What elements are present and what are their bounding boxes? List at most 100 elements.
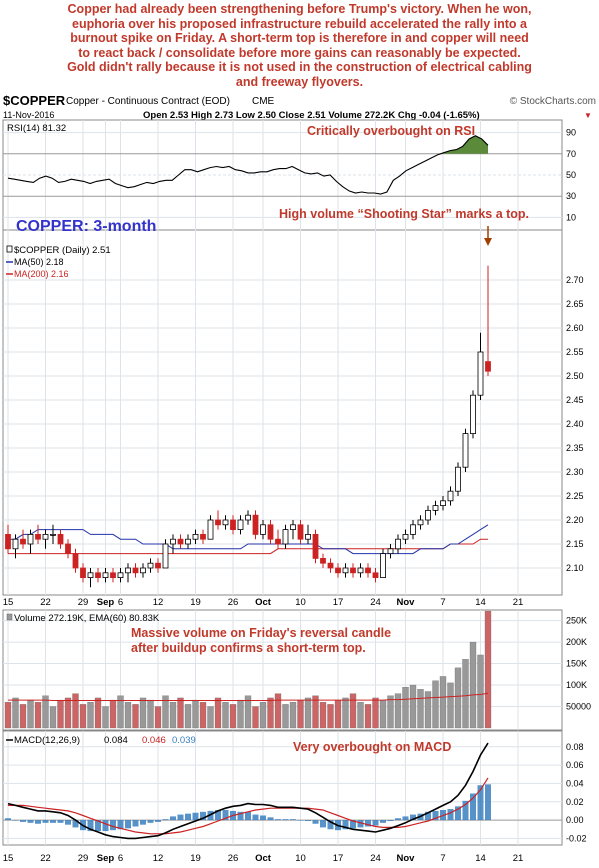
volume-bar	[462, 659, 469, 729]
macd-legend: MACD(12,26,9)	[14, 735, 80, 746]
volume-bar	[289, 702, 297, 729]
volume-annotation-line2: after buildup confirms a short-term top.	[131, 641, 366, 655]
macd-histogram-bar	[447, 809, 454, 821]
price-legend-swatch	[6, 245, 13, 253]
volume-bar	[349, 693, 357, 729]
price-tick-label: 2.50	[566, 371, 584, 381]
macd-histogram-bar	[357, 820, 364, 828]
macd-tick-label: 0.02	[566, 797, 584, 807]
candle-body	[57, 534, 64, 545]
volume-bar	[214, 697, 222, 729]
volume-bar	[282, 704, 289, 729]
macd-histogram-bar	[155, 820, 161, 822]
macd-histogram-bar	[410, 814, 416, 821]
chart-symbol: $COPPER	[3, 93, 66, 108]
macd-histogram-bar	[57, 820, 64, 823]
ma200-legend: MA(200) 2.16	[14, 269, 69, 279]
candle-body	[80, 567, 86, 579]
candle-body	[485, 361, 491, 372]
volume-bar	[207, 706, 214, 729]
macd-histogram-bar	[245, 811, 251, 821]
candle-body	[72, 553, 79, 569]
chart-title: COPPER: 3-month	[16, 218, 156, 235]
signal-legend-value: 0.046	[142, 735, 166, 746]
macd-histogram-bar	[477, 785, 484, 821]
volume-bar	[27, 699, 34, 729]
caption: Copper had already been strengthening be…	[0, 2, 599, 89]
x-tick-label: 26	[228, 597, 239, 608]
macd-histogram-bar	[177, 814, 184, 821]
candle-body	[455, 466, 461, 492]
volume-bar	[94, 697, 102, 729]
price-tick-label: 2.60	[566, 323, 584, 333]
volume-bar	[357, 702, 364, 729]
watermark: © StockCharts.com	[510, 96, 596, 107]
macd-histogram-bar	[260, 815, 266, 821]
macd-histogram-bar	[35, 820, 41, 824]
x-tick-label: 15	[3, 853, 14, 864]
candle-body	[207, 519, 214, 540]
macd-histogram-bar	[207, 810, 214, 821]
candle-body	[470, 394, 476, 435]
candle-body	[365, 567, 371, 574]
caption-line: euphoria over his proposed infrastructur…	[72, 16, 527, 31]
candle-body	[312, 534, 319, 559]
volume-bar	[469, 641, 477, 729]
volume-bar	[304, 697, 312, 729]
volume-tick-label: 100K	[566, 680, 587, 690]
volume-bar	[184, 704, 192, 729]
volume-bar	[57, 699, 64, 729]
price-tick-label: 2.40	[566, 419, 584, 429]
volume-bar	[447, 682, 454, 729]
candle-body	[132, 567, 139, 574]
candle-body	[147, 562, 154, 569]
x-tick-label: 22	[40, 597, 51, 608]
candle-body	[425, 509, 431, 521]
candle-body	[387, 548, 394, 554]
candle-body	[335, 567, 341, 574]
volume-bar	[484, 610, 492, 729]
rsi-overbought-fill	[443, 135, 488, 154]
x-tick-label: 14	[475, 853, 486, 864]
volume-bar	[169, 702, 177, 729]
x-tick-label: 26	[228, 853, 239, 864]
macd-histogram-bar	[365, 820, 371, 827]
volume-bar	[132, 704, 139, 729]
macd-histogram-bar	[327, 820, 334, 830]
price-tick-label: 2.15	[566, 539, 584, 549]
volume-bar	[19, 704, 27, 729]
price-tick-label: 2.35	[566, 443, 584, 453]
macd-line	[7, 742, 489, 840]
macd-histogram-bar	[140, 820, 146, 825]
x-tick-label: 6	[118, 853, 123, 864]
macd-histogram-bar	[132, 820, 139, 827]
macd-histogram-bar	[455, 806, 461, 821]
x-tick-label: Nov	[397, 853, 416, 864]
macd-tick-label: 0.04	[566, 778, 584, 788]
volume-bar	[394, 693, 402, 729]
candle-body	[380, 553, 386, 578]
candle-body	[65, 543, 71, 554]
volume-bar	[439, 676, 447, 729]
volume-bar	[4, 702, 12, 729]
candle-body	[440, 500, 446, 506]
x-tick-label: 17	[333, 597, 344, 608]
price-tick-label: 2.65	[566, 299, 584, 309]
volume-ema-line	[8, 692, 489, 701]
rsi-tick-label: 10	[566, 212, 576, 222]
candle-body	[275, 538, 281, 545]
x-tick-label: Sep	[97, 853, 115, 864]
x-tick-label: 22	[40, 853, 51, 864]
volume-bar	[42, 695, 49, 729]
candle-body	[20, 538, 26, 545]
candle-body	[170, 538, 176, 545]
candle-body	[222, 519, 229, 526]
macd-histogram-bar	[395, 818, 401, 821]
macd-histogram-bar	[297, 820, 304, 821]
macd-histogram-bar	[215, 810, 221, 821]
caption-line: burnout spike on Friday. A short-term to…	[70, 31, 529, 45]
candle-body	[102, 572, 109, 578]
volume-tick-label: 250K	[566, 616, 587, 626]
